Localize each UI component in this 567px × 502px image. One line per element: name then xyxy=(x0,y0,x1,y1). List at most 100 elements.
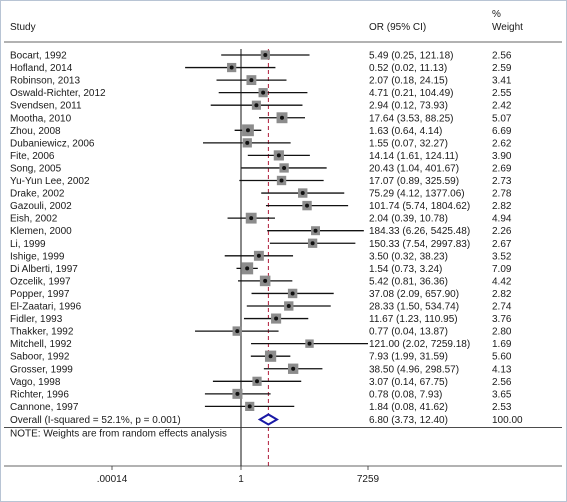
weight-value: 4.94 xyxy=(492,214,512,225)
point-estimate xyxy=(245,266,250,271)
point-estimate xyxy=(276,153,281,158)
weight-value: 6.69 xyxy=(492,126,512,137)
study-label: Song, 2005 xyxy=(10,163,62,174)
weight-value: 3.41 xyxy=(492,76,512,87)
or-ci-value: 14.14 (1.61, 124.11) xyxy=(369,151,458,162)
weight-value: 2.59 xyxy=(492,63,512,74)
study-label: Svendsen, 2011 xyxy=(10,101,82,112)
weight-value: 3.52 xyxy=(492,251,512,262)
weight-value: 4.42 xyxy=(492,276,512,287)
point-estimate xyxy=(279,178,284,183)
weight-value: 2.74 xyxy=(492,302,512,313)
study-label: Saboor, 1992 xyxy=(10,352,70,363)
weight-value: 5.60 xyxy=(492,352,512,363)
study-label: Bocart, 1992 xyxy=(10,51,67,62)
point-estimate xyxy=(255,379,260,384)
weight-value: 3.90 xyxy=(492,151,512,162)
study-label: Li, 1999 xyxy=(10,239,46,250)
study-label: Popper, 1997 xyxy=(10,289,70,300)
or-ci-value: 150.33 (7.54, 2997.83) xyxy=(369,239,470,250)
or-ci-value: 0.77 (0.04, 13.87) xyxy=(369,327,448,338)
or-ci-value: 184.33 (6.26, 5425.48) xyxy=(369,226,470,237)
study-label: Richter, 1996 xyxy=(10,389,69,400)
or-ci-value: 2.07 (0.18, 24.15) xyxy=(369,76,448,87)
weight-value: 2.73 xyxy=(492,176,512,187)
point-estimate xyxy=(313,228,318,233)
study-label: Thakker, 1992 xyxy=(10,327,74,338)
study-label: Vago, 1998 xyxy=(10,377,61,388)
weight-value: 5.07 xyxy=(492,113,512,124)
point-estimate xyxy=(256,253,261,258)
or-ci-value: 0.78 (0.08, 7.93) xyxy=(369,389,442,400)
point-estimate xyxy=(235,391,240,396)
header-study: Study xyxy=(10,22,36,33)
overall-label: Overall (I-squared = 52.1%, p = 0.001) xyxy=(10,415,181,426)
weight-value: 2.56 xyxy=(492,51,512,62)
point-estimate xyxy=(263,53,268,57)
study-label: Grosser, 1999 xyxy=(10,364,73,375)
weight-value: 2.78 xyxy=(492,189,512,200)
or-ci-value: 1.55 (0.07, 32.27) xyxy=(369,138,448,149)
point-estimate xyxy=(245,140,250,145)
or-ci-value: 0.52 (0.02, 11.13) xyxy=(369,63,447,74)
or-ci-value: 38.50 (4.96, 298.57) xyxy=(369,364,459,375)
study-label: Mitchell, 1992 xyxy=(10,339,72,350)
header-or-ci: OR (95% CI) xyxy=(369,22,426,33)
weight-value: 2.26 xyxy=(492,226,512,237)
study-label: Cannone, 1997 xyxy=(10,402,79,413)
or-ci-value: 37.08 (2.09, 657.90) xyxy=(369,289,459,300)
weight-value: 2.82 xyxy=(492,289,512,300)
or-ci-value: 7.93 (1.99, 31.59) xyxy=(369,352,448,363)
x-tick-label: 1 xyxy=(238,474,244,485)
point-estimate xyxy=(274,316,279,321)
or-ci-value: 1.63 (0.64, 4.14) xyxy=(369,126,442,137)
study-label: Mootha, 2010 xyxy=(10,113,72,124)
weight-value: 2.69 xyxy=(492,163,512,174)
point-estimate xyxy=(249,78,254,83)
study-label: Gazouli, 2002 xyxy=(10,201,72,212)
x-tick-label: .00014 xyxy=(97,474,128,485)
or-ci-value: 75.29 (4.12, 1377.06) xyxy=(369,189,465,200)
point-estimate xyxy=(249,216,254,221)
weight-value: 3.76 xyxy=(492,314,512,325)
study-label: Yu-Yun Lee, 2002 xyxy=(10,176,90,187)
study-label: Zhou, 2008 xyxy=(10,126,61,137)
point-estimate xyxy=(291,366,296,371)
point-estimate xyxy=(268,354,273,359)
or-ci-value: 17.07 (0.89, 325.59) xyxy=(369,176,459,187)
header-weight-pct: % xyxy=(492,9,501,20)
overall-or-ci: 6.80 (3.73, 12.40) xyxy=(369,415,448,426)
or-ci-value: 17.64 (3.53, 88.25) xyxy=(369,113,454,124)
x-tick-label: 7259 xyxy=(357,474,380,485)
point-estimate xyxy=(307,341,312,346)
point-estimate xyxy=(310,241,315,246)
study-label: Fite, 2006 xyxy=(10,151,55,162)
point-estimate xyxy=(261,90,266,95)
study-label: Oswald-Richter, 2012 xyxy=(10,88,106,99)
study-label: Ozcelik, 1997 xyxy=(10,276,71,287)
or-ci-value: 5.42 (0.81, 36.36) xyxy=(369,276,448,287)
point-estimate xyxy=(229,65,234,70)
study-label: Di Alberti, 1997 xyxy=(10,264,78,275)
or-ci-value: 4.71 (0.21, 104.49) xyxy=(369,88,454,99)
weight-value: 7.09 xyxy=(492,264,512,275)
study-label: El-Zaatari, 1996 xyxy=(10,302,82,313)
weight-value: 2.42 xyxy=(492,101,512,112)
weight-value: 2.53 xyxy=(492,402,512,413)
weight-value: 3.65 xyxy=(492,389,512,400)
weights-note: NOTE: Weights are from random effects an… xyxy=(10,428,227,439)
weight-value: 2.55 xyxy=(492,88,512,99)
study-label: Ishige, 1999 xyxy=(10,251,65,262)
study-label: Fidler, 1993 xyxy=(10,314,63,325)
study-label: Drake, 2002 xyxy=(10,189,65,200)
point-estimate xyxy=(290,291,295,296)
point-estimate xyxy=(286,304,291,308)
or-ci-value: 3.50 (0.32, 38.23) xyxy=(369,251,448,262)
or-ci-value: 1.84 (0.08, 41.62) xyxy=(369,402,448,413)
point-estimate xyxy=(245,128,250,133)
study-label: Klemen, 2000 xyxy=(10,226,72,237)
weight-value: 2.67 xyxy=(492,239,512,250)
or-ci-value: 5.49 (0.25, 121.18) xyxy=(369,51,454,62)
weight-value: 1.69 xyxy=(492,339,512,350)
